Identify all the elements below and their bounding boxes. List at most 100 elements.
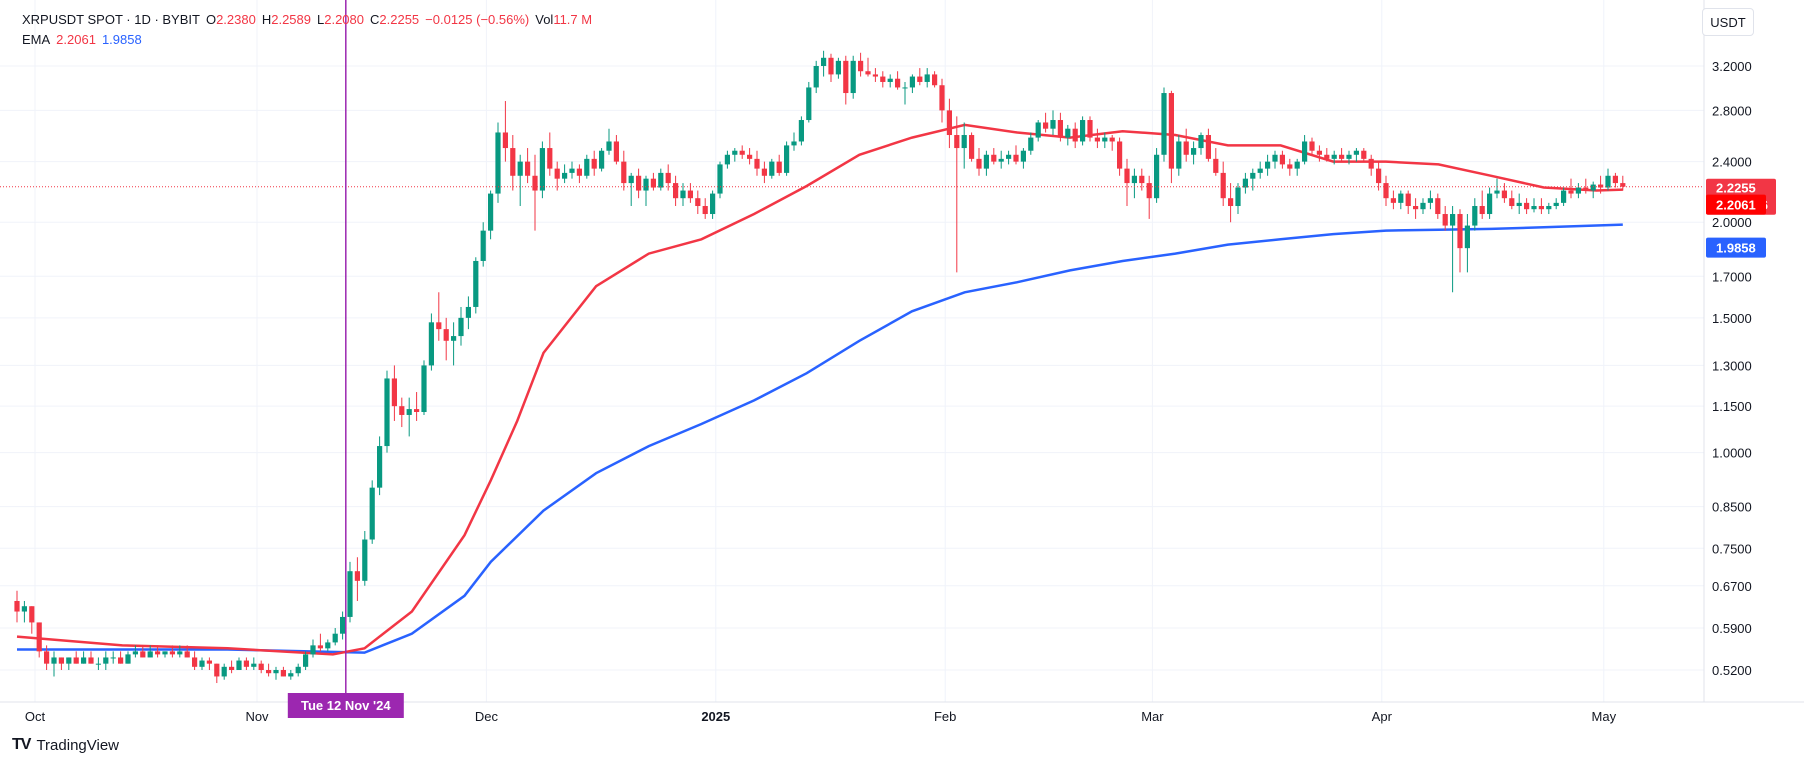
candle	[458, 306, 464, 346]
candle	[517, 154, 523, 207]
candle	[132, 645, 138, 658]
time-tick-label: Nov	[245, 709, 269, 724]
candle	[1501, 183, 1507, 203]
candle	[1198, 132, 1204, 155]
candle	[1339, 148, 1345, 162]
time-tick-label: Mar	[1141, 709, 1164, 724]
candle	[1065, 124, 1071, 146]
candle	[887, 74, 893, 88]
open-label: O	[205, 12, 217, 27]
candle	[502, 101, 508, 162]
candle	[206, 657, 212, 670]
candle	[1398, 190, 1404, 210]
candle	[1020, 148, 1026, 169]
candle	[695, 190, 701, 215]
candle	[769, 158, 775, 179]
tradingview-brand[interactable]: TV TradingView	[12, 736, 119, 754]
candle	[946, 98, 952, 149]
candle	[1094, 128, 1100, 149]
symbol-title[interactable]: XRPUSDT SPOT · 1D · BYBIT	[22, 12, 200, 27]
brand-label: TradingView	[36, 736, 119, 754]
candle	[280, 666, 286, 677]
candle	[599, 148, 605, 172]
candle	[658, 168, 664, 191]
open-value: 2.2380	[216, 12, 256, 27]
ema-slow-value: 1.9858	[101, 32, 142, 47]
candle	[1013, 145, 1019, 165]
candle	[532, 154, 538, 231]
time-axis[interactable]: Oct Nov Dec 2025 Feb Mar Apr May	[25, 709, 1617, 724]
candle	[969, 132, 975, 162]
candle	[1028, 132, 1034, 155]
candle	[1228, 183, 1234, 223]
price-tick-label: 2.0000	[1712, 215, 1752, 230]
candle	[1272, 150, 1278, 169]
candle	[1331, 150, 1337, 165]
candle	[747, 148, 753, 165]
candle	[406, 397, 412, 437]
candle	[1612, 172, 1618, 188]
ema-fast-value: 2.2061	[56, 32, 96, 47]
candle	[687, 183, 693, 203]
candle	[1205, 128, 1211, 162]
candle	[436, 292, 442, 341]
candle	[488, 190, 494, 240]
candle	[199, 657, 205, 670]
candle	[576, 164, 582, 184]
candle	[66, 657, 72, 670]
candle	[880, 71, 886, 88]
candle	[1080, 116, 1086, 146]
candle	[1183, 128, 1189, 162]
candle	[902, 81, 908, 105]
candle	[1117, 137, 1123, 176]
candle	[710, 190, 716, 219]
candle	[1620, 175, 1626, 191]
candle	[184, 645, 190, 658]
candle	[414, 392, 420, 421]
candle	[1050, 110, 1056, 136]
candle	[1146, 175, 1152, 219]
candle	[229, 660, 235, 674]
candle	[325, 639, 331, 652]
price-axis[interactable]: 3.2000 2.8000 2.4000 2.0000 1.7000 1.5000 1.30…	[1712, 59, 1752, 678]
candle	[1590, 181, 1596, 199]
candle	[1006, 150, 1012, 165]
candle	[1605, 168, 1611, 191]
time-tick-label: Oct	[25, 709, 46, 724]
price-tick-label: 0.7500	[1712, 541, 1752, 556]
candle	[451, 322, 457, 366]
candle	[1235, 183, 1241, 215]
candle	[1575, 183, 1581, 199]
candle	[1598, 175, 1604, 194]
candle	[88, 651, 94, 664]
close-label: C	[370, 12, 380, 27]
ema-slow-tag: 1.9858	[1706, 237, 1766, 258]
currency-button[interactable]: USDT	[1702, 8, 1754, 36]
candle	[1435, 193, 1441, 219]
candle	[118, 651, 124, 664]
candle	[125, 651, 131, 664]
candle	[1353, 148, 1359, 162]
chart-grid	[0, 0, 1704, 702]
candle	[369, 480, 375, 544]
candle	[21, 600, 27, 623]
candle	[547, 132, 553, 176]
candle	[340, 611, 346, 640]
candle	[362, 530, 368, 586]
price-tick-label: 3.2000	[1712, 59, 1752, 74]
candle	[377, 436, 383, 496]
candle	[140, 645, 146, 658]
candle	[917, 68, 923, 86]
ema-row[interactable]: EMA 2.2061 1.9858	[22, 30, 592, 50]
ema-fast-tag-value: 2.2061	[1716, 198, 1756, 213]
candle	[1383, 175, 1389, 207]
candle	[1413, 198, 1419, 219]
price-tick-label: 1.7000	[1712, 269, 1752, 284]
candle	[798, 116, 804, 146]
candle	[1487, 187, 1493, 219]
candle	[1257, 161, 1263, 179]
ema-fast-tag: 2.2061	[1706, 194, 1766, 215]
candle	[1405, 190, 1411, 215]
candle	[961, 122, 967, 169]
